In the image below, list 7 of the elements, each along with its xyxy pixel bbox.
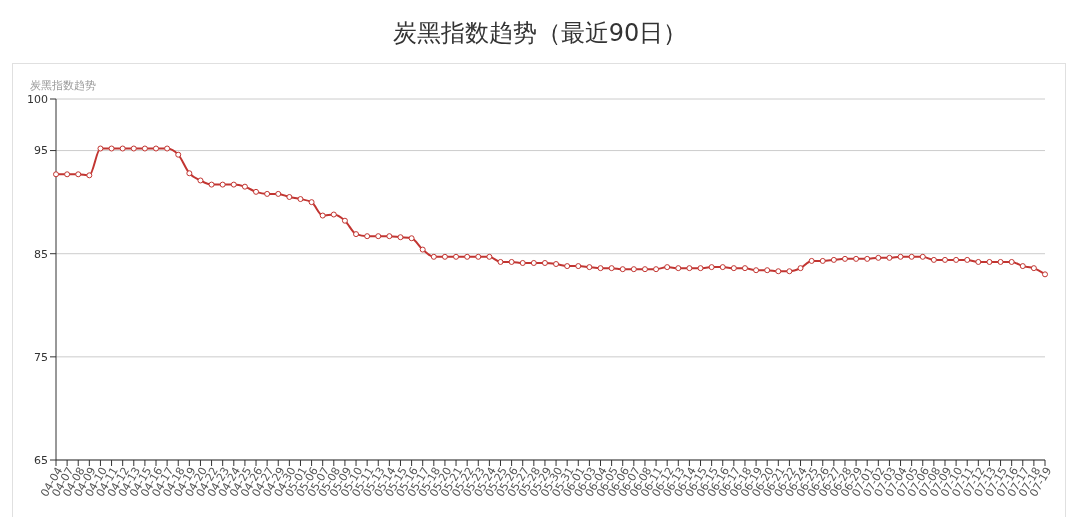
y-tick-label: 100	[27, 92, 48, 106]
y-tick-label: 85	[34, 247, 48, 261]
y-tick-label: 65	[34, 453, 48, 467]
y-tick-label: 95	[34, 144, 48, 158]
chart-title: 炭黑指数趋势（最近90日）	[391, 18, 689, 49]
y-axis-title: 炭黑指数趋势	[30, 78, 96, 93]
y-tick-label: 75	[34, 350, 48, 364]
